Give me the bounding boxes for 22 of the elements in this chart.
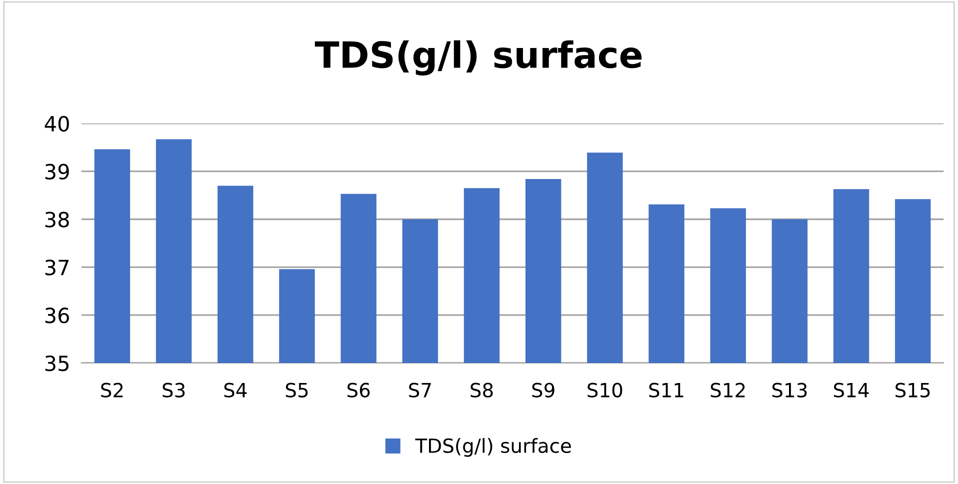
x-tick-label: S8 [470,382,493,398]
x-tick-label: S2 [101,382,123,398]
x-tick-label: S15 [896,382,930,398]
x-tick-label: S10 [588,382,622,398]
y-tick-label: 36 [45,308,70,324]
legend-label: TDS(g/l) surface [415,438,571,457]
x-tick-label: S12 [710,382,745,398]
y-tick-label: 40 [44,116,69,132]
x-tick-label: S7 [409,382,431,398]
y-tick-label: 39 [45,164,69,180]
x-tick-label: S5 [286,382,308,398]
x-tick-label: S13 [772,382,807,398]
y-tick-label: 35 [45,355,68,372]
y-tick-label: 38 [45,212,69,228]
x-tick-label: S14 [834,382,869,398]
x-tick-label: S9 [532,382,554,398]
x-tick-label: S3 [162,382,185,398]
x-tick-label: S11 [649,382,684,398]
y-tick-label: 37 [45,260,69,276]
x-tick-label: S4 [224,382,247,398]
x-tick-label: S6 [347,382,370,398]
chart-title: TDS(g/l) surface [314,40,642,76]
